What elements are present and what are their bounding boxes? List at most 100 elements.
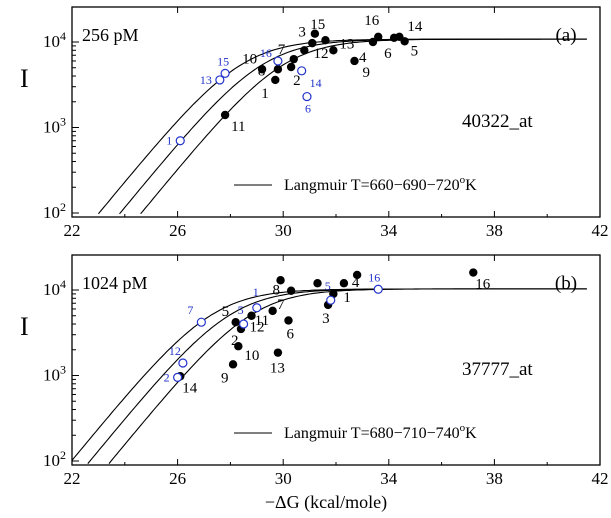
data-point-filled — [321, 35, 330, 45]
point-label: 6 — [384, 46, 392, 62]
data-point-filled — [286, 62, 296, 72]
data-point-filled — [228, 360, 238, 369]
point-label: 5 — [222, 304, 230, 320]
data-point-open — [220, 68, 230, 78]
y-tick-base: 10 — [43, 118, 60, 137]
data-point-filled — [310, 29, 320, 38]
point-label-open: 2 — [164, 370, 170, 384]
data-point-open — [326, 295, 336, 305]
data-point-open — [175, 136, 185, 146]
point-label: 12 — [250, 320, 265, 336]
data-point-filled — [284, 316, 293, 325]
y-axis-label: I — [20, 312, 29, 341]
data-point-open — [373, 284, 383, 294]
point-label-open: 14 — [310, 76, 322, 90]
point-label-open: 15 — [217, 54, 229, 68]
point-label: 6 — [286, 326, 294, 342]
data-point-filled — [273, 348, 283, 357]
data-point-open — [302, 91, 312, 102]
data-point-open — [239, 319, 249, 329]
legend-text: Langmuir T=660−690−720oK — [284, 174, 477, 194]
point-label: 4 — [352, 275, 360, 291]
langmuir-curve — [108, 288, 587, 464]
x-tick-label: 38 — [486, 469, 503, 488]
point-label: 15 — [310, 17, 325, 33]
data-point-open — [215, 75, 225, 85]
x-tick-label: 22 — [64, 469, 81, 488]
point-label: 3 — [298, 24, 306, 40]
point-label: 10 — [242, 51, 257, 67]
data-point-open — [297, 66, 307, 76]
point-label: 1 — [343, 290, 351, 306]
y-tick-label: 102 — [43, 200, 66, 222]
point-label-open: 13 — [200, 73, 212, 87]
data-point-filled — [469, 268, 478, 277]
point-label: 7 — [278, 42, 286, 58]
x-tick-label: 30 — [275, 221, 292, 240]
data-point-open — [273, 56, 283, 66]
legend-text: Langmuir T=680−710−740oK — [284, 422, 477, 442]
x-axis-label: −ΔG (kcal/mole) — [265, 492, 387, 513]
data-point-filled — [350, 56, 359, 66]
data-point-filled — [220, 110, 230, 120]
point-label: 10 — [244, 348, 259, 364]
x-tick-label: 42 — [592, 469, 609, 488]
point-label: 5 — [411, 43, 419, 59]
y-tick-exponent: 2 — [60, 200, 66, 214]
x-tick-label: 34 — [380, 469, 398, 488]
legend-degree: o — [460, 422, 466, 434]
data-point-filled — [374, 32, 383, 42]
y-tick-exponent: 2 — [60, 448, 66, 462]
legend-text-main: Langmuir T=680−710−740 — [284, 425, 460, 442]
data-point-open — [196, 317, 206, 327]
point-label: 14 — [407, 19, 423, 35]
data-point-filled — [368, 37, 378, 47]
point-label: 8 — [258, 63, 266, 79]
y-tick-base: 10 — [43, 203, 60, 222]
y-tick-label: 104 — [43, 277, 66, 299]
point-label: 9 — [221, 370, 229, 386]
point-label: 12 — [313, 46, 328, 62]
point-label: 7 — [277, 297, 285, 313]
point-label: 2 — [231, 333, 239, 349]
data-point-filled — [271, 75, 280, 85]
point-label: 14 — [182, 380, 198, 396]
x-tick-label: 42 — [592, 221, 609, 240]
point-label-open: 16 — [260, 46, 272, 60]
point-label: 13 — [270, 361, 285, 377]
point-label-open: 12 — [169, 344, 181, 358]
data-point-open — [252, 303, 262, 313]
legend-text-main: Langmuir T=660−690−720 — [284, 177, 460, 194]
point-label: 13 — [339, 36, 354, 52]
legend-kelvin: K — [465, 177, 477, 194]
data-point-filled — [273, 65, 283, 74]
point-label: 16 — [475, 277, 491, 293]
y-tick-label: 103 — [43, 115, 66, 137]
y-tick-base: 10 — [43, 366, 60, 385]
y-tick-exponent: 3 — [60, 115, 66, 129]
y-tick-label: 103 — [43, 363, 66, 385]
data-point-filled — [257, 65, 267, 74]
concentration-label: 256 pM — [82, 25, 139, 45]
y-axis-label: I — [20, 64, 29, 93]
legend-kelvin: K — [465, 425, 477, 442]
legend-degree: o — [460, 174, 466, 186]
data-point-filled — [300, 46, 309, 55]
y-tick-base: 10 — [43, 280, 60, 299]
x-tick-label: 22 — [64, 221, 81, 240]
point-label: 3 — [322, 311, 330, 327]
data-point-filled — [231, 318, 240, 327]
x-tick-label: 38 — [486, 221, 503, 240]
y-tick-exponent: 4 — [60, 277, 66, 291]
y-tick-base: 10 — [43, 32, 60, 51]
point-label: 16 — [364, 13, 380, 29]
data-point-filled — [289, 54, 298, 64]
point-label-open: 6 — [305, 102, 311, 116]
y-tick-label: 102 — [43, 448, 66, 470]
data-point-filled — [313, 279, 322, 288]
data-point-filled — [286, 286, 296, 295]
concentration-label: 1024 pM — [82, 273, 148, 293]
